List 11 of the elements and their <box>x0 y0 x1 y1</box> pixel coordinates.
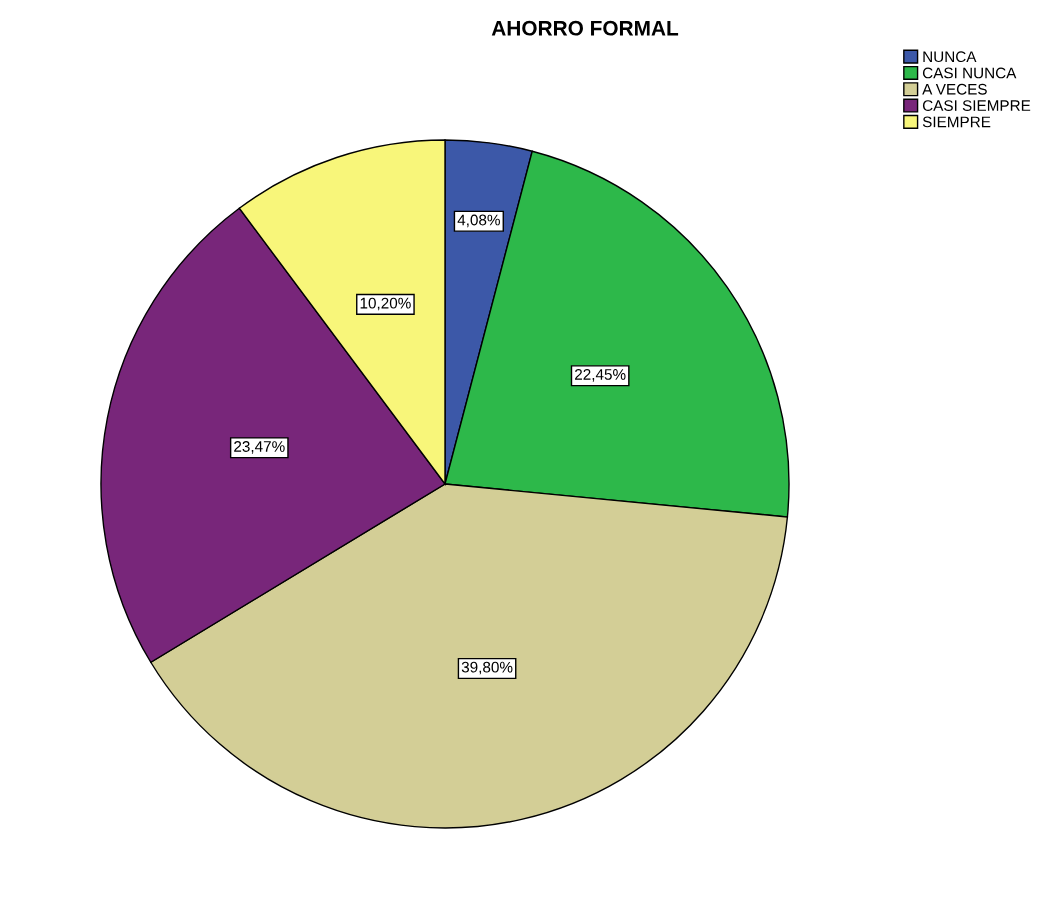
data-label: 39,80% <box>461 661 513 675</box>
legend-label: CASI NUNCA <box>922 67 1017 79</box>
legend-label: CASI SIEMPRE <box>922 100 1031 111</box>
legend-label: A VECES <box>922 83 987 95</box>
data-label: 23,47% <box>234 441 285 454</box>
legend-label: SIEMPRE <box>922 116 991 128</box>
data-label: 4,08% <box>457 214 500 228</box>
chart-title: AHORRO FORMAL <box>491 20 679 36</box>
data-label: 10,20% <box>360 297 411 311</box>
legend-label: NUNCA <box>923 51 977 63</box>
data-label: 22,45% <box>575 369 626 382</box>
